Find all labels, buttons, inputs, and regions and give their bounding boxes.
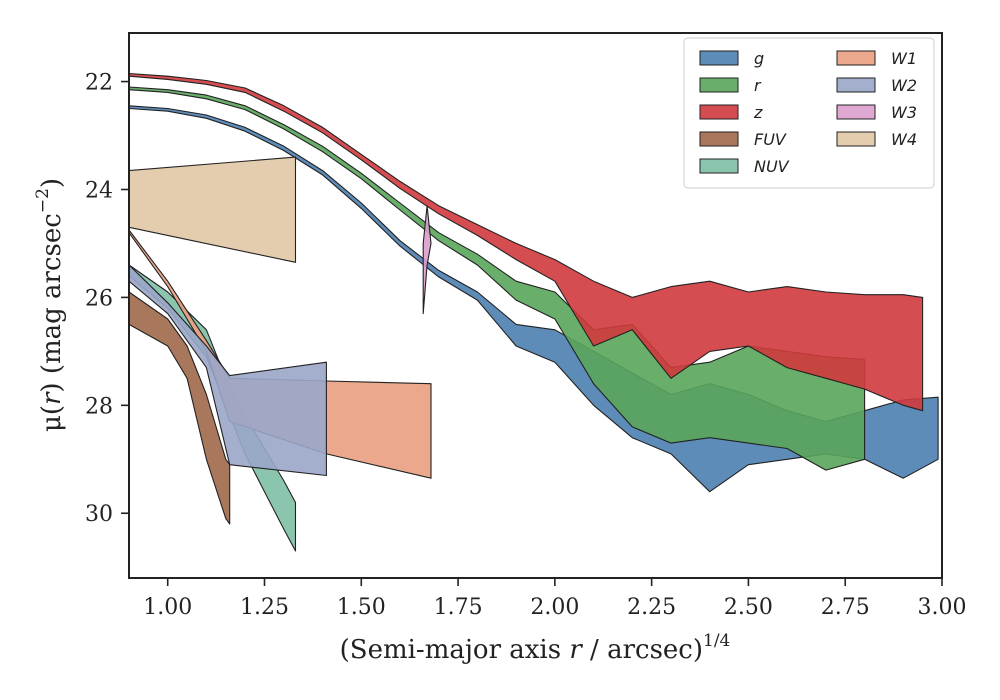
band-w1 bbox=[128, 229, 432, 479]
y-axis-ticks: 22 24 26 28 30 bbox=[85, 71, 129, 527]
legend-label-w3: W3 bbox=[891, 103, 917, 122]
legend-swatch-nuv bbox=[699, 158, 739, 174]
legend-swatch-z bbox=[699, 104, 739, 120]
y-tick-label: 30 bbox=[85, 502, 113, 527]
legend-label-w1: W1 bbox=[891, 49, 917, 68]
legend-label-nuv: NUV bbox=[754, 157, 790, 176]
x-tick-label: 1.75 bbox=[434, 595, 483, 620]
band-r bbox=[128, 86, 866, 471]
legend-swatch-g bbox=[699, 50, 739, 66]
legend-swatch-w3 bbox=[836, 104, 876, 120]
x-tick-label: 1.50 bbox=[337, 595, 386, 620]
band-z bbox=[128, 72, 924, 412]
series-layer bbox=[128, 72, 939, 552]
legend-label-r: r bbox=[754, 76, 762, 95]
legend-label-fuv: FUV bbox=[754, 130, 787, 149]
legend-box bbox=[683, 37, 935, 189]
band-w4 bbox=[128, 156, 297, 263]
legend-label-g: g bbox=[754, 49, 764, 68]
y-tick-label: 24 bbox=[85, 178, 113, 203]
y-tick-label: 28 bbox=[85, 394, 113, 419]
x-tick-label: 2.75 bbox=[821, 595, 870, 620]
x-tick-label: 1.25 bbox=[240, 595, 289, 620]
x-axis-ticks: 1.00 1.25 1.50 1.75 2.00 2.25 2.50 2.75 3.00 bbox=[143, 578, 966, 620]
legend-swatch-r bbox=[699, 77, 739, 93]
x-tick-label: 2.25 bbox=[627, 595, 676, 620]
legend-swatch-fuv bbox=[699, 131, 739, 147]
x-tick-label: 2.00 bbox=[530, 595, 579, 620]
legend-label-w2: W2 bbox=[891, 76, 917, 95]
x-tick-label: 1.00 bbox=[143, 595, 192, 620]
legend-swatch-w2 bbox=[836, 77, 876, 93]
x-axis-label: (Semi-major axis r / arcsec)1/4 bbox=[340, 631, 731, 665]
band-w2 bbox=[128, 264, 327, 477]
x-tick-label: 2.50 bbox=[724, 595, 773, 620]
y-tick-label: 22 bbox=[85, 71, 113, 96]
y-axis-label: μ(r) (mag arcsec−2) bbox=[33, 178, 67, 432]
band-fuv bbox=[128, 291, 231, 525]
plot-frame bbox=[128, 32, 943, 579]
legend-swatch-w1 bbox=[836, 50, 876, 66]
band-w3 bbox=[422, 205, 432, 315]
x-tick-label: 3.00 bbox=[918, 595, 967, 620]
legend-label-z: z bbox=[753, 103, 763, 122]
legend: grz FUV NUV W1 W2 W3 W4 bbox=[683, 37, 935, 189]
legend-swatch-w4 bbox=[836, 131, 876, 147]
y-tick-label: 26 bbox=[85, 286, 113, 311]
legend-label-w4: W4 bbox=[891, 130, 917, 149]
